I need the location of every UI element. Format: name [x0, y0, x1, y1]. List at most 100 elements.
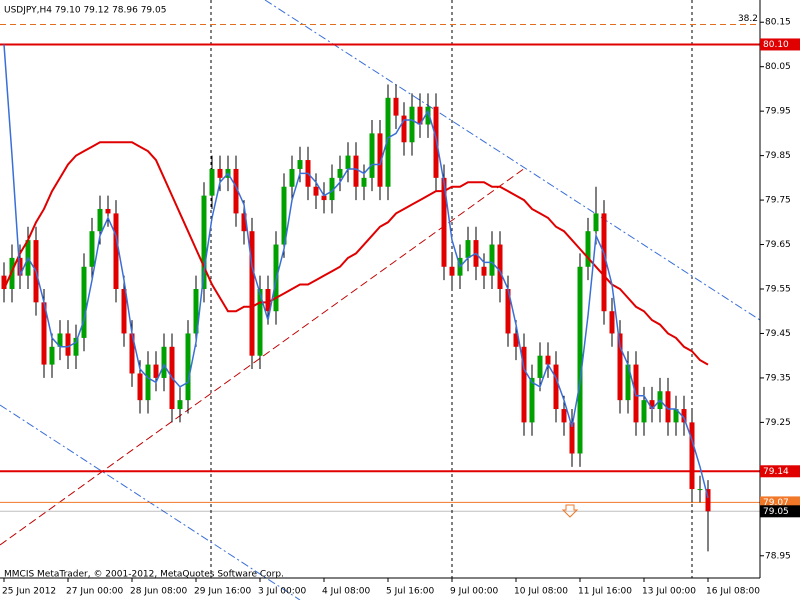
candle-body [401, 115, 407, 143]
candle-body [577, 266, 583, 454]
candle-body [241, 213, 247, 232]
candle-body [489, 244, 495, 276]
y-tick-label: 79.35 [765, 373, 791, 383]
candle-body [161, 346, 167, 378]
x-tick-label: 25 Jun 2012 [2, 587, 56, 597]
candle-body [313, 186, 319, 196]
candle-body [417, 106, 423, 125]
candle-body [593, 213, 599, 232]
y-tick-label: 79.55 [765, 285, 791, 295]
level-label: 79.14 [763, 467, 789, 477]
channel-line [264, 0, 761, 321]
candle-body [249, 231, 255, 356]
level-label: 79.05 [763, 507, 789, 517]
candle-body [609, 311, 615, 334]
candle-body [233, 168, 239, 214]
levels: 38.2 [0, 14, 760, 512]
candle-body [561, 409, 567, 423]
candle-body [81, 266, 87, 338]
candle-body [137, 373, 143, 401]
y-tick-label: 79.25 [765, 418, 791, 428]
candle-body [73, 337, 79, 356]
candle-body [41, 302, 47, 365]
candle-body [177, 400, 183, 410]
chart-title: USDJPY,H4 79.10 79.12 78.96 79.05 [4, 6, 166, 16]
candle-body [433, 106, 439, 178]
x-tick-label: 10 Jul 08:00 [514, 587, 568, 597]
candle-body [65, 333, 71, 356]
candle-body [497, 244, 503, 289]
x-tick-label: 4 Jul 08:00 [322, 587, 371, 597]
candle-body [329, 177, 335, 201]
candle-body [321, 195, 327, 201]
candle-body [465, 240, 471, 258]
y-tick-label: 79.85 [765, 151, 791, 161]
candle-body [665, 391, 671, 423]
y-tick-label: 80.05 [765, 62, 791, 72]
x-tick-label: 29 Jun 16:00 [194, 587, 251, 597]
candle-body [281, 186, 287, 245]
x-tick-label: 13 Jul 00:00 [642, 587, 696, 597]
candle-body [1, 275, 7, 289]
x-tick-label: 11 Jul 16:00 [578, 587, 632, 597]
candle-body [641, 400, 647, 423]
candle-body [385, 97, 391, 187]
candle-body [569, 422, 575, 454]
candle-body [441, 177, 447, 267]
candle-body [705, 489, 711, 512]
candle-body [681, 409, 687, 423]
candle-body [265, 289, 271, 312]
candle-body [193, 289, 199, 334]
candle-body [217, 168, 223, 178]
candle-body [129, 333, 135, 374]
candle-body [689, 422, 695, 490]
candle-body [377, 133, 383, 187]
x-tick-label: 28 Jun 08:00 [130, 587, 187, 597]
candle-body [145, 364, 151, 401]
candle-body [481, 266, 487, 276]
candle-body [409, 106, 415, 143]
candle-body [337, 168, 343, 178]
candle-body [505, 289, 511, 334]
candle-body [529, 377, 535, 423]
candle-body [209, 168, 215, 196]
candle-body [537, 355, 543, 378]
candle-body [113, 213, 119, 289]
candle-body [89, 231, 95, 267]
copyright: MMCIS MetaTrader, © 2001-2012, MetaQuote… [4, 570, 284, 580]
candle-body [153, 364, 159, 378]
candle-body [617, 333, 623, 401]
candle-body [425, 106, 431, 125]
fib-label: 38.2 [738, 14, 758, 24]
x-tick-label: 9 Jul 00:00 [450, 587, 499, 597]
candle-body [353, 155, 359, 187]
candle-body [585, 231, 591, 267]
candle-body [697, 489, 703, 491]
candle-body [57, 333, 63, 347]
candle-body [649, 400, 655, 410]
x-tick-label: 5 Jul 16:00 [386, 587, 435, 597]
candle-body [257, 289, 263, 356]
level-box [760, 38, 800, 51]
x-tick-label: 3 Jul 00:00 [258, 587, 307, 597]
candle-body [105, 208, 111, 214]
candle-body [361, 177, 367, 187]
candle-body [289, 168, 295, 187]
candle-body [345, 155, 351, 169]
candle-body [369, 133, 375, 178]
candle-body [185, 333, 191, 401]
y-tick-label: 79.65 [765, 240, 791, 250]
candle-body [393, 97, 399, 116]
level-box [760, 505, 800, 518]
y-tick-label: 78.95 [765, 551, 791, 561]
candle-body [625, 364, 631, 401]
candle-body [545, 355, 551, 365]
y-tick-label: 79.75 [765, 196, 791, 206]
down-arrow [561, 504, 579, 518]
plot [1, 44, 711, 552]
candle-body [97, 208, 103, 232]
x-tick-label: 16 Jul 08:00 [706, 587, 760, 597]
level-box [760, 465, 800, 478]
